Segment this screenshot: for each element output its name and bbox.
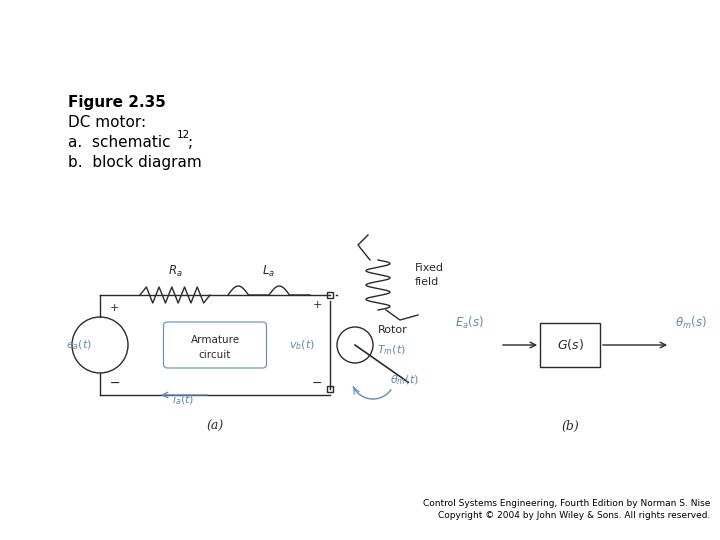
Bar	[327, 292, 333, 298]
Text: $T_m(t)$: $T_m(t)$	[377, 343, 406, 357]
Text: $i_a(t)$: $i_a(t)$	[172, 394, 194, 407]
Text: 12: 12	[177, 130, 190, 140]
Text: $e_a(t)$: $e_a(t)$	[66, 338, 92, 352]
Text: −: −	[110, 377, 120, 390]
Text: −: −	[110, 377, 120, 390]
Bar	[327, 386, 333, 392]
Text: $G(s)$: $G(s)$	[557, 338, 583, 353]
Text: +: +	[312, 300, 322, 310]
Text: $E_a(s)$: $E_a(s)$	[456, 315, 485, 331]
Text: ;: ;	[188, 135, 193, 150]
Text: −: −	[312, 377, 322, 390]
Text: Rotor: Rotor	[378, 325, 408, 335]
Text: Copyright © 2004 by John Wiley & Sons. All rights reserved.: Copyright © 2004 by John Wiley & Sons. A…	[438, 511, 710, 520]
Text: (a): (a)	[207, 420, 224, 433]
Text: Fixed: Fixed	[415, 263, 444, 273]
Text: $v_b(t)$: $v_b(t)$	[289, 338, 315, 352]
Text: $L_a$: $L_a$	[263, 264, 276, 279]
Bar	[540, 323, 600, 367]
Text: a.  schematic: a. schematic	[68, 135, 171, 150]
Text: DC motor:: DC motor:	[68, 115, 146, 130]
FancyBboxPatch shape	[163, 322, 266, 368]
Text: Armature: Armature	[190, 335, 240, 345]
Text: Control Systems Engineering, Fourth Edition by Norman S. Nise: Control Systems Engineering, Fourth Edit…	[423, 499, 710, 508]
Text: Figure 2.35: Figure 2.35	[68, 95, 166, 110]
Text: circuit: circuit	[199, 350, 231, 360]
Text: field: field	[415, 277, 439, 287]
Text: $\theta_m(s)$: $\theta_m(s)$	[675, 315, 707, 331]
Text: $\theta_m(t)$: $\theta_m(t)$	[390, 373, 419, 387]
Text: b.  block diagram: b. block diagram	[68, 155, 202, 170]
Text: +: +	[110, 303, 120, 313]
Text: $R_a$: $R_a$	[168, 264, 182, 279]
Text: (b): (b)	[561, 420, 579, 433]
